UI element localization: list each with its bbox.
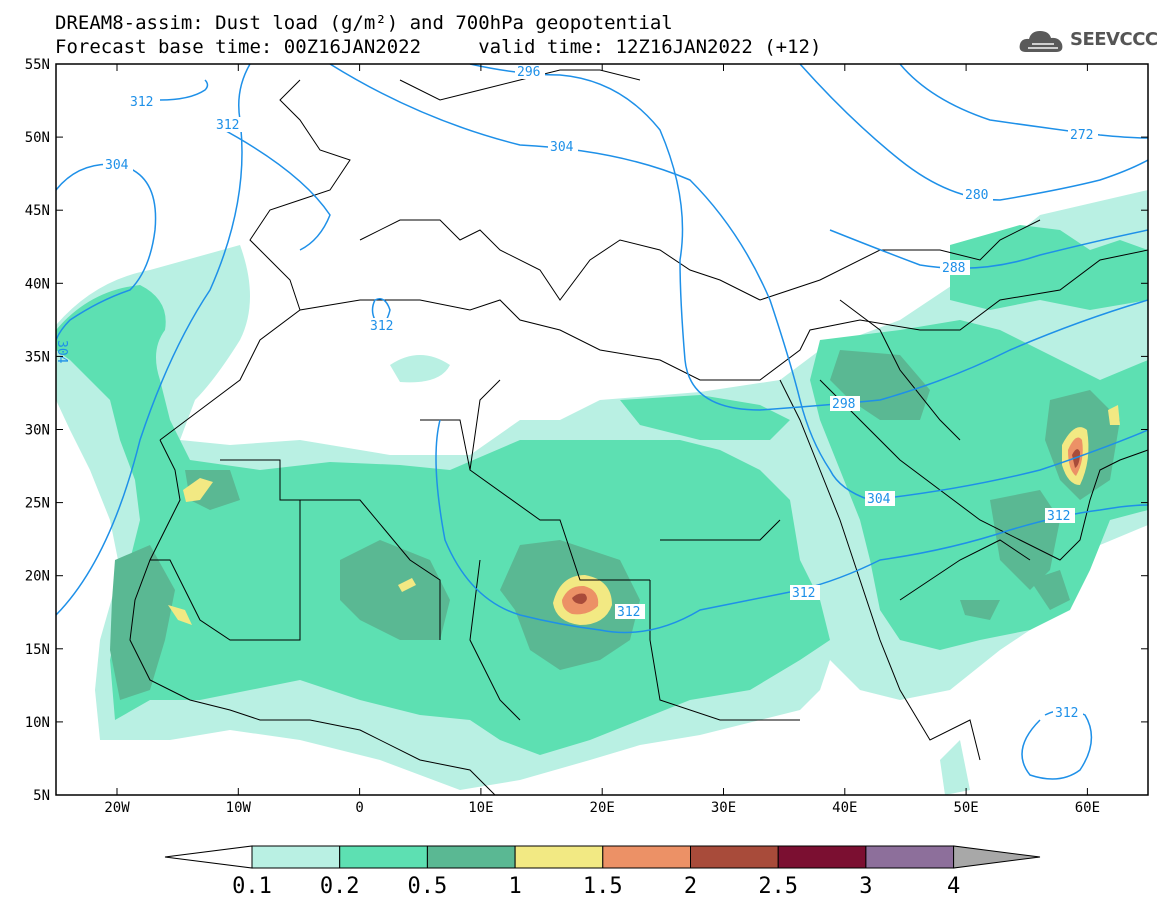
- latitude-axis: 55N 50N 45N 40N 35N 30N 25N 20N 15N 10N 5N: [25, 57, 1148, 804]
- colorbar-label: 0.5: [408, 874, 448, 899]
- contour-label: 298: [832, 397, 855, 412]
- colorbar-label: 2.5: [758, 874, 798, 899]
- contour-label: 312: [130, 95, 153, 110]
- lon-label: 30E: [711, 800, 736, 816]
- contour-label: 288: [942, 261, 965, 276]
- colorbar-label: 1.5: [583, 874, 623, 899]
- colorbar-label: 3: [859, 874, 872, 899]
- coastlines: [129, 69, 1148, 795]
- contour-label: 296: [517, 65, 540, 80]
- contour-labels: 296 312 312 304 304 272 280 288 298 304 …: [54, 64, 1098, 721]
- colorbar-segment: [865, 845, 955, 869]
- contour-label: 312: [216, 118, 239, 133]
- colorbar-label: 4: [947, 874, 960, 899]
- lat-label: 55N: [25, 57, 50, 73]
- contour-label: 304: [105, 158, 129, 173]
- longitude-axis: 20W 10W 0 10E 20E 30E 40E 50E 60E: [104, 64, 1100, 816]
- contour-label: 304: [54, 340, 69, 364]
- map-title: DREAM8-assim: Dust load (g/m²) and 700hP…: [55, 12, 673, 34]
- lon-label: 40E: [832, 800, 857, 816]
- colorbar-segment: [690, 845, 779, 869]
- lon-label: 60E: [1075, 800, 1100, 816]
- lat-label: 35N: [25, 349, 50, 365]
- lat-label: 10N: [25, 715, 50, 731]
- lon-label: 20W: [104, 800, 130, 816]
- contour-label: 312: [1047, 509, 1070, 524]
- colorbar-label: 2: [684, 874, 697, 899]
- colorbar-segment: [251, 845, 341, 869]
- lon-label: 10E: [468, 800, 493, 816]
- colorbar-label: 0.2: [320, 874, 360, 899]
- colorbar: 0.1 0.2 0.5 1 1.5 2 2.5 3 4: [164, 845, 1041, 899]
- contour-label: 312: [617, 605, 640, 620]
- cloud-icon: [1019, 31, 1063, 52]
- lat-label: 30N: [25, 423, 50, 439]
- lat-label: 20N: [25, 569, 50, 585]
- colorbar-segment: [777, 845, 867, 869]
- lon-label: 10W: [226, 800, 252, 816]
- contour-label: 304: [550, 140, 574, 155]
- colorbar-segment: [426, 845, 516, 869]
- seevccc-logo: SEEVCCC: [1018, 26, 1158, 56]
- lat-label: 45N: [25, 203, 50, 219]
- colorbar-segment: [602, 845, 691, 869]
- contour-label: 312: [370, 319, 393, 334]
- contour-label: 312: [792, 586, 815, 601]
- colorbar-under-arrow: [164, 845, 253, 869]
- lat-label: 25N: [25, 496, 50, 512]
- colorbar-label: 0.1: [232, 874, 272, 899]
- lon-label: 50E: [953, 800, 978, 816]
- colorbar-segment: [339, 845, 428, 869]
- contour-label: 272: [1070, 128, 1093, 143]
- lat-label: 5N: [33, 788, 50, 804]
- forecast-time-line: Forecast base time: 00Z16JAN2022 valid t…: [55, 36, 822, 58]
- contour-label: 304: [867, 492, 891, 507]
- logo-text: SEEVCCC: [1070, 29, 1158, 50]
- colorbar-label: 1: [508, 874, 521, 899]
- lat-label: 40N: [25, 276, 50, 292]
- contour-label: 280: [965, 188, 988, 203]
- lon-label: 20E: [590, 800, 615, 816]
- lon-label: 0: [355, 800, 363, 816]
- dust-shading: [56, 190, 1148, 795]
- colorbar-segment: [514, 845, 604, 869]
- contour-label: 312: [1055, 706, 1078, 721]
- lat-label: 15N: [25, 642, 50, 658]
- lat-label: 50N: [25, 130, 50, 146]
- colorbar-over-arrow: [953, 845, 1041, 869]
